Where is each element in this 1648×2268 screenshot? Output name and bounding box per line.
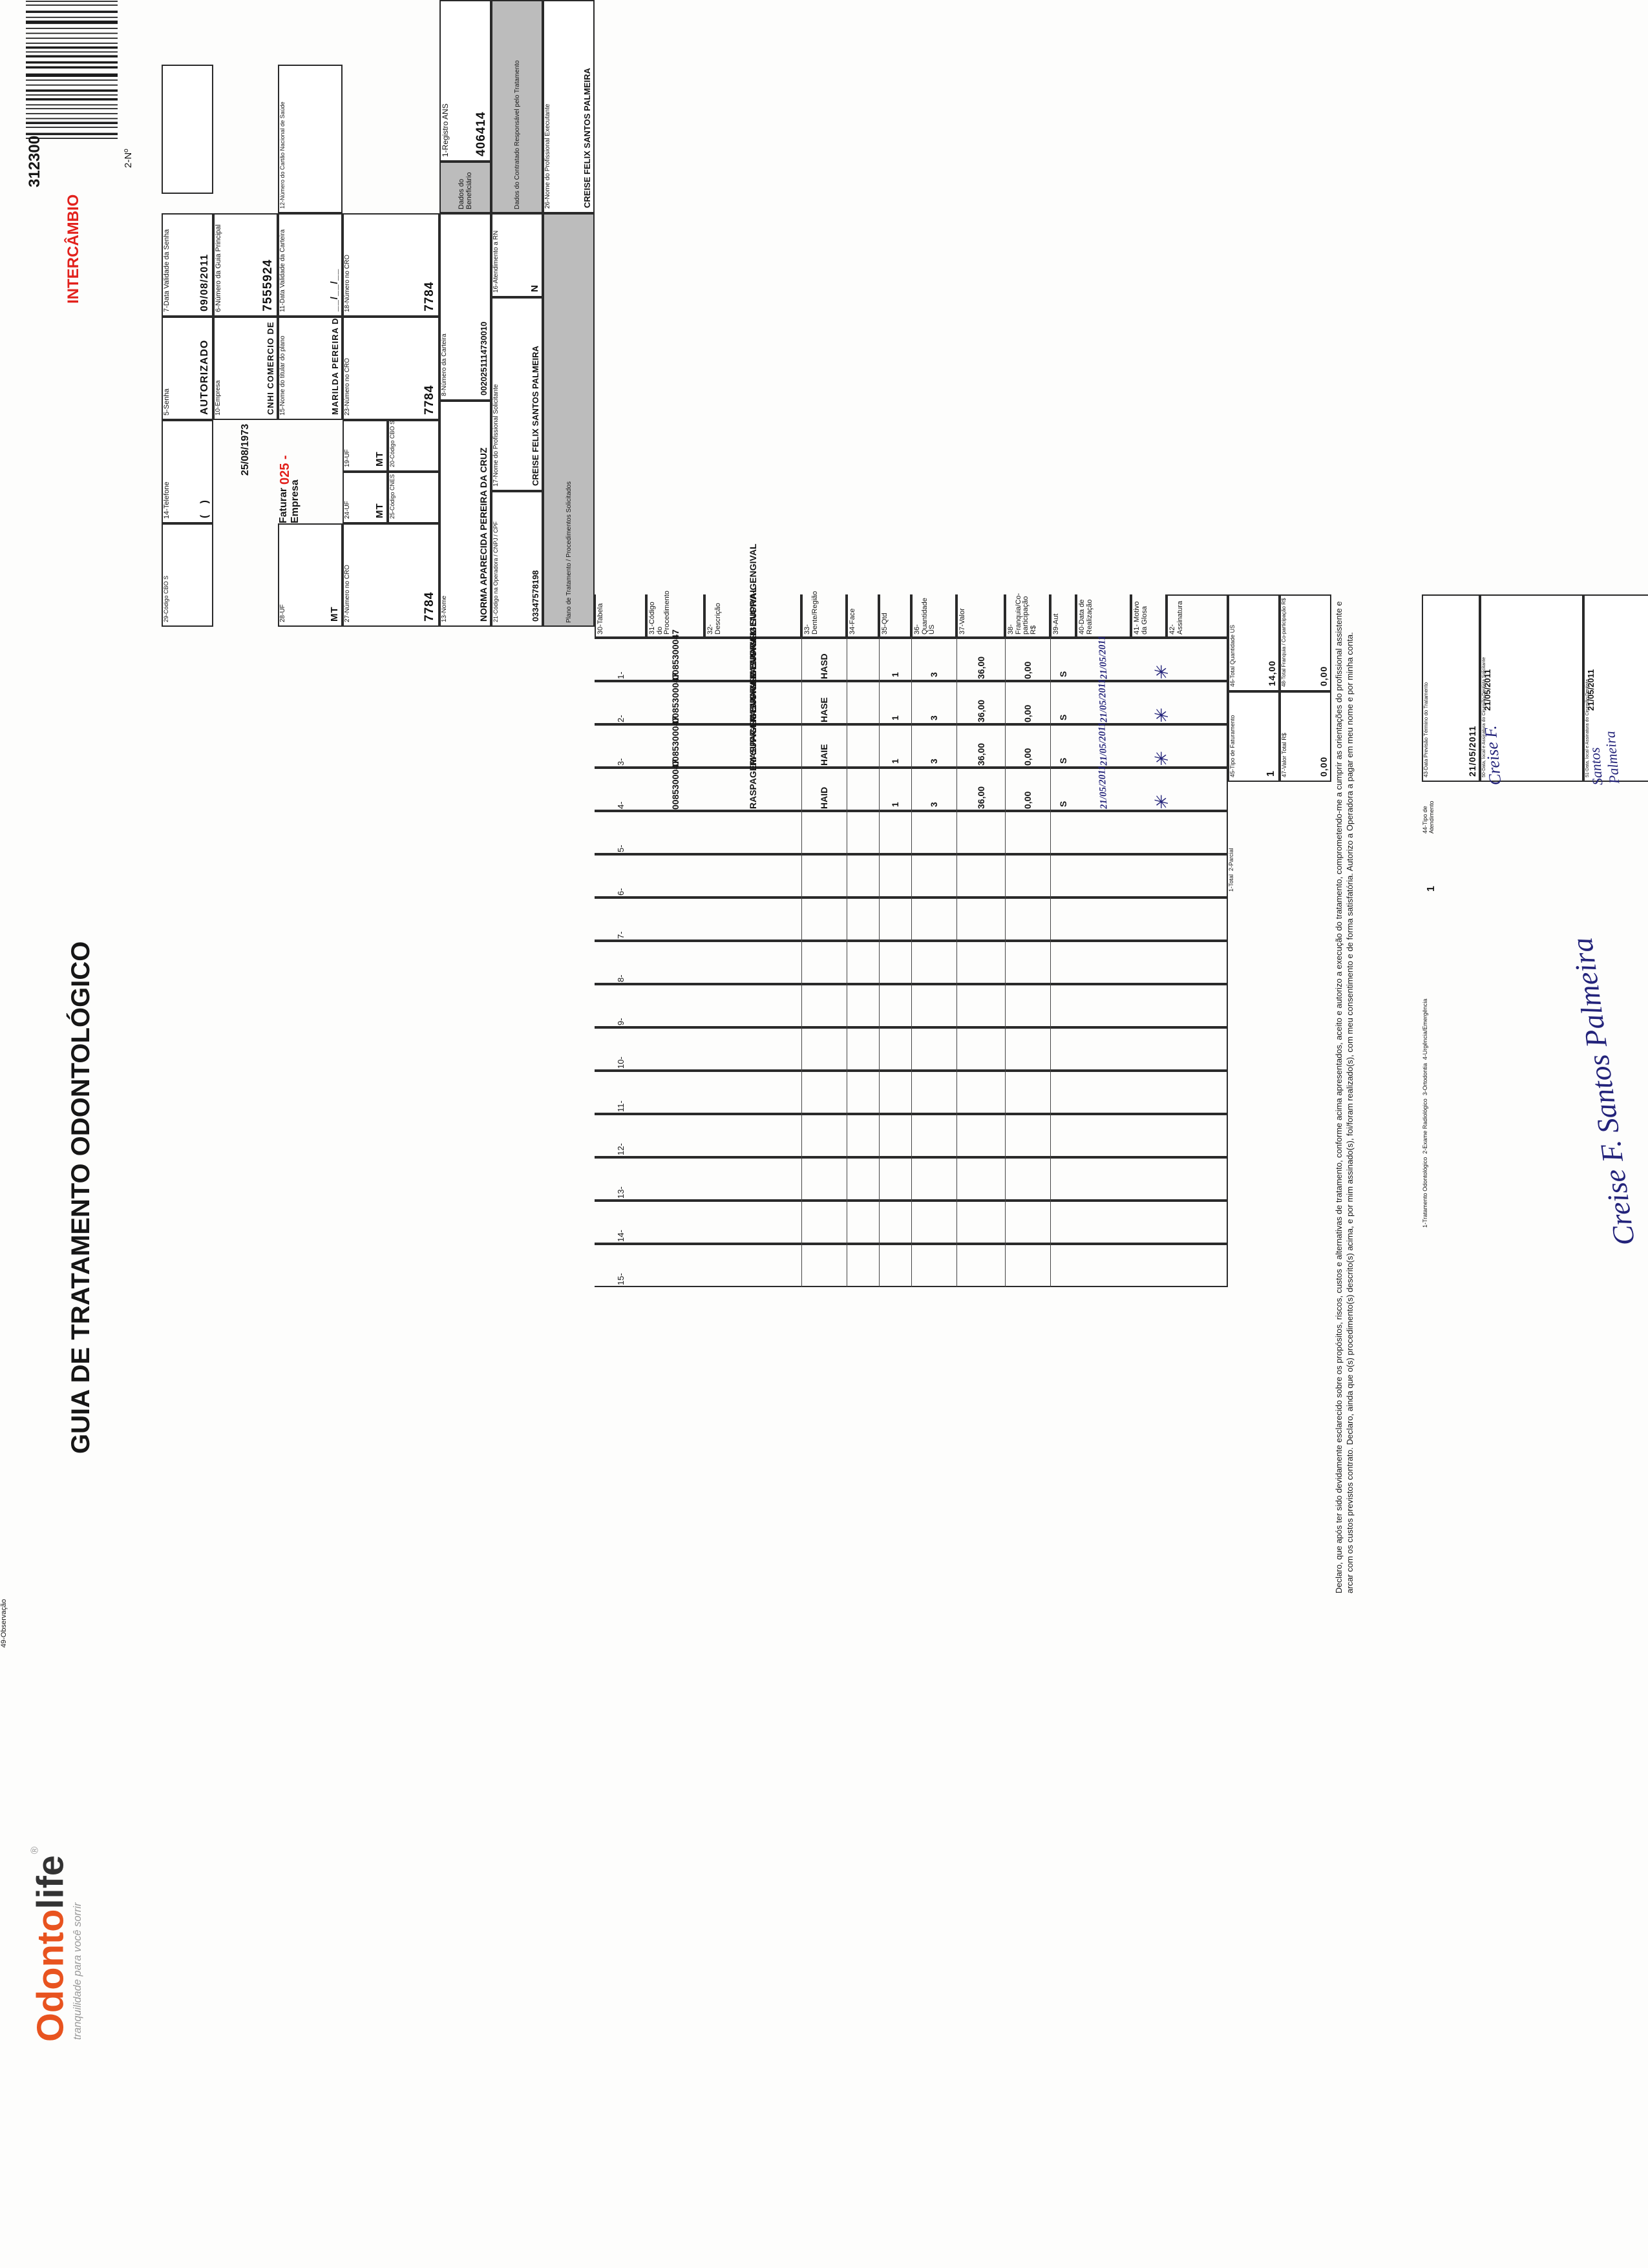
svg-text:tranquilidade para você sorrir: tranquilidade para você sorrir xyxy=(72,1902,83,2040)
svg-text:®: ® xyxy=(30,1846,41,1854)
svg-text:Odontolife: Odontolife xyxy=(30,1855,72,2042)
